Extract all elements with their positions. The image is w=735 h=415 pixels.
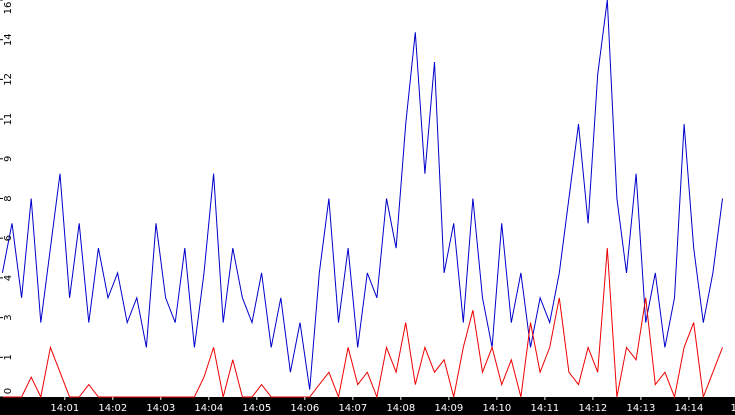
x-tick-label: 14:09: [434, 403, 463, 414]
x-tick-label: 14:01: [50, 403, 79, 414]
x-tick-label: 14: [731, 403, 735, 414]
y-tick-label: 8: [3, 195, 14, 201]
y-tick-label: 12: [3, 73, 14, 86]
y-tick-label: 9: [3, 156, 14, 162]
x-tick-label: 14:05: [242, 403, 271, 414]
x-tick-label: 14:08: [386, 403, 415, 414]
x-tick-label: 14:06: [290, 403, 319, 414]
x-tick-label: 14:02: [98, 403, 127, 414]
x-tick-label: 14:11: [530, 403, 559, 414]
y-tick-label: 11: [3, 113, 14, 126]
series-line: [1, 0, 723, 390]
x-tick-label: 14:12: [578, 403, 607, 414]
x-tick-label: 14:03: [146, 403, 175, 414]
x-tick-label: 14:07: [338, 403, 367, 414]
y-tick-label: 1: [3, 354, 14, 360]
y-tick-label: 14: [3, 33, 14, 46]
x-tick-label: 14:13: [626, 403, 655, 414]
y-tick-label: 4: [3, 275, 14, 281]
x-tick-label: 14:04: [194, 403, 223, 414]
y-tick-label: 3: [3, 314, 14, 320]
y-tick-label: 6: [3, 235, 14, 241]
y-tick-label: 16: [3, 2, 14, 15]
series-line: [2, 248, 723, 399]
x-axis-band: [0, 397, 735, 415]
y-tick-label: 0: [3, 388, 14, 394]
x-tick-label: 14:14: [674, 403, 703, 414]
x-tick-label: 14:10: [482, 403, 511, 414]
